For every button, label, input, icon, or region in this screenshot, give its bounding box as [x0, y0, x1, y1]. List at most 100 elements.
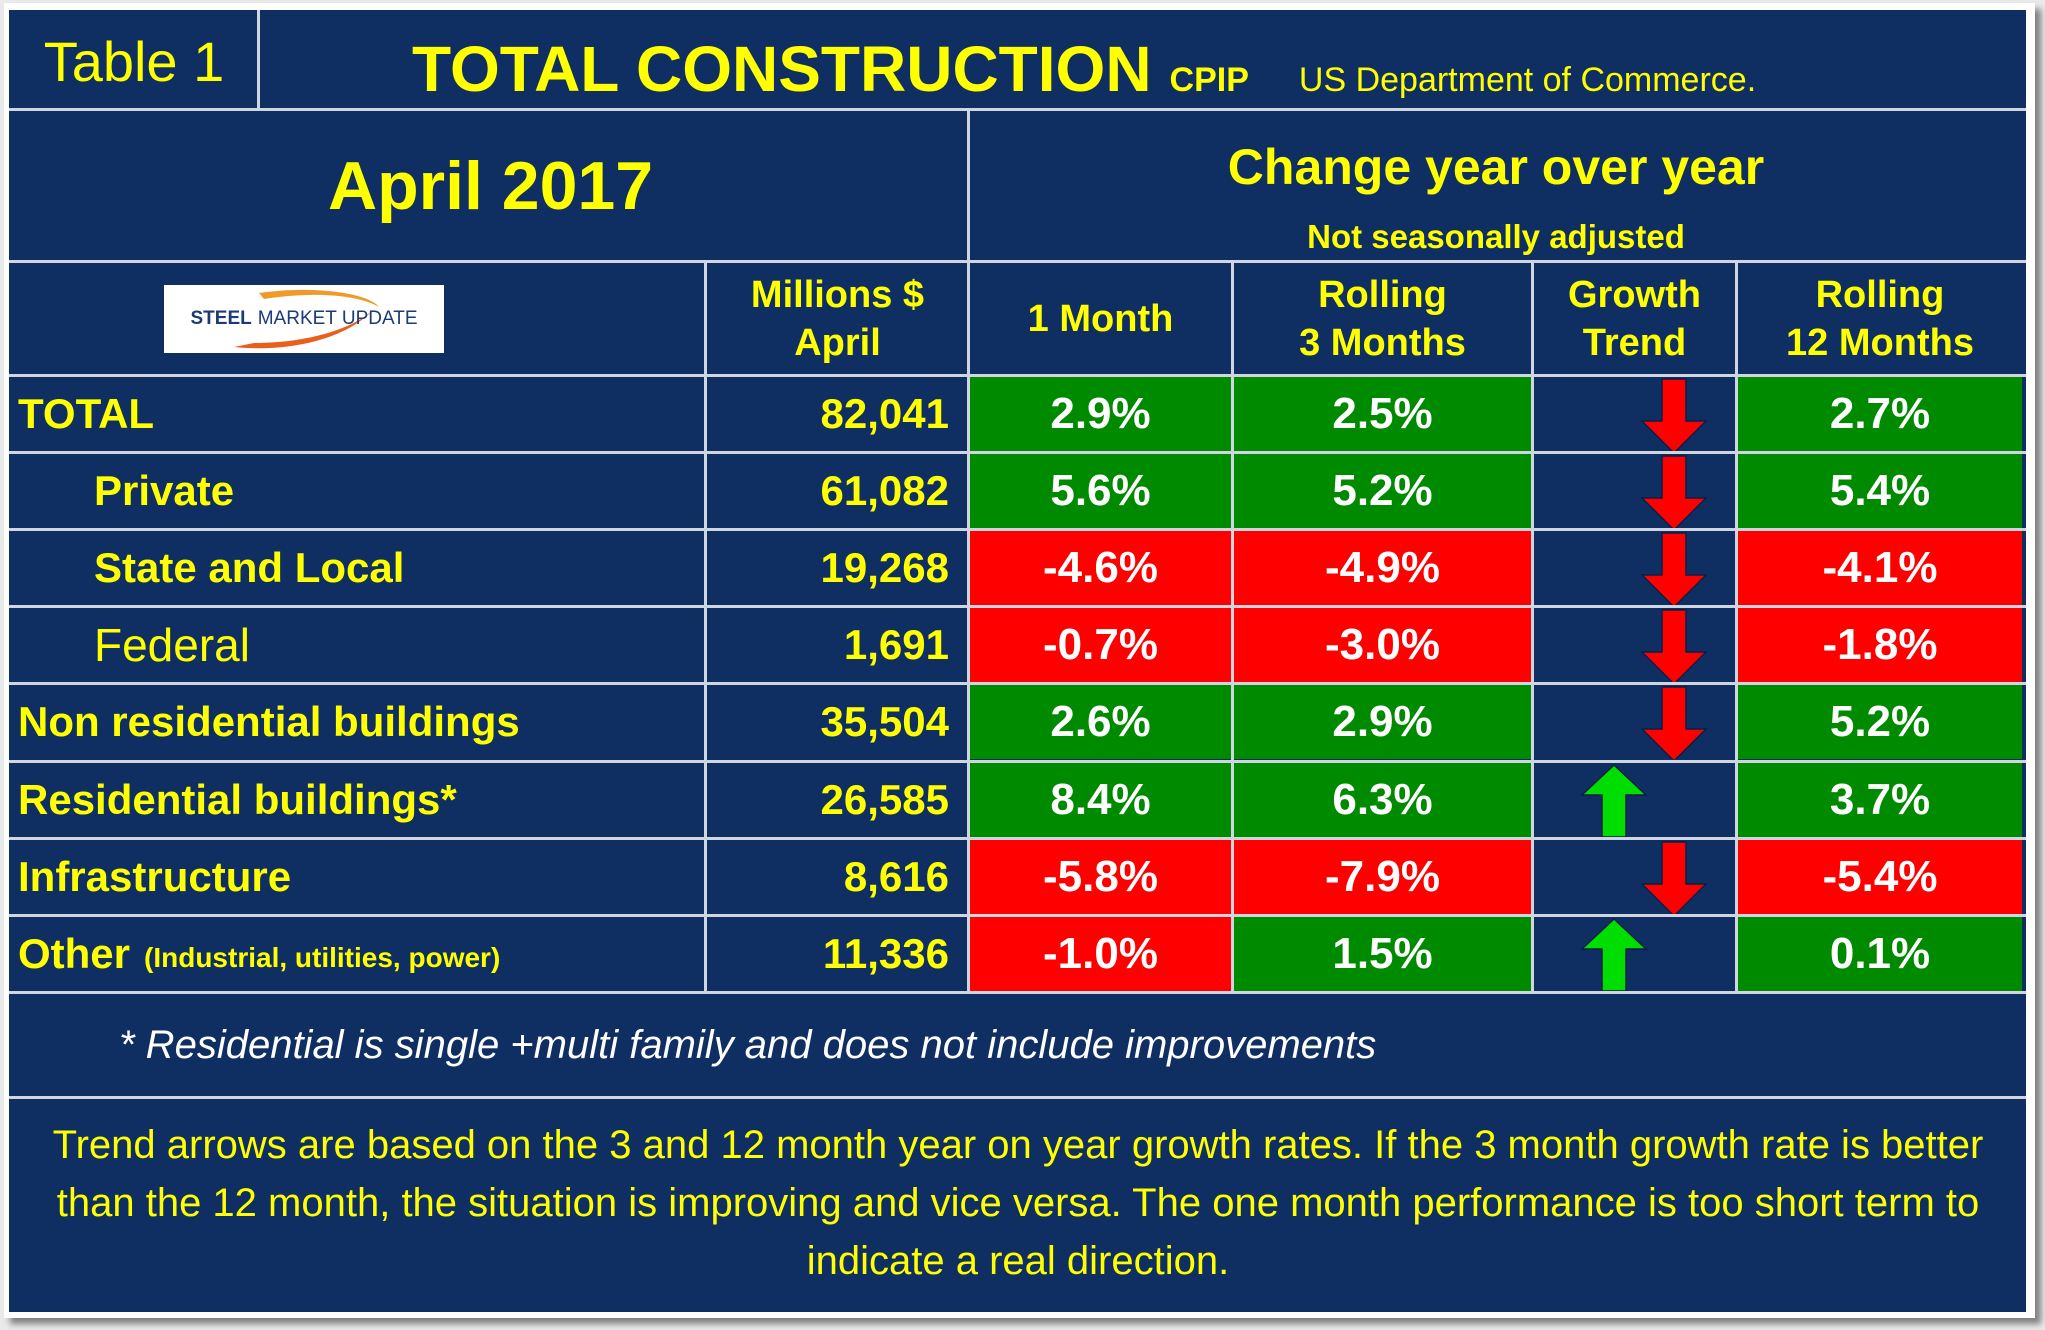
row-label-text: State and Local	[94, 544, 405, 592]
row-value-millions: 8,616	[843, 852, 949, 900]
row-label-total: TOTAL	[14, 377, 704, 451]
table-label: Table 1	[14, 14, 254, 108]
page-title: TOTAL CONSTRUCTION	[412, 33, 1152, 105]
row-label-text: Residential buildings*	[18, 775, 457, 823]
row-label-text: Federal	[94, 619, 250, 672]
row-label-note: (Industrial, utilities, power)	[144, 941, 501, 973]
col-header-trend: Growth Trend	[1534, 264, 1735, 374]
row-rolling3-change: 1.5%	[1234, 916, 1531, 991]
row-value-millions: 19,268	[820, 544, 949, 592]
row-label-private: Private	[14, 454, 704, 528]
row-1month-change: 2.9%	[970, 377, 1231, 452]
col-trend-line1: Growth	[1568, 274, 1701, 316]
row-label-non-residential-buildings: Non residential buildings	[14, 685, 704, 759]
col-rolling3-line2: 3 Months	[1299, 322, 1466, 364]
row-value-millions: 1,691	[843, 621, 949, 669]
row-value-millions: 11,336	[822, 929, 949, 977]
row-1month-change: -4.6%	[970, 531, 1231, 606]
divider-colheader	[9, 374, 2026, 377]
row-divider	[9, 605, 2026, 609]
row-label-text: Non residential buildings	[18, 698, 520, 746]
divider-col-1month	[1231, 260, 1234, 993]
change-title-text: Change year over year	[1227, 139, 1765, 195]
row-rolling12-change: 3.7%	[1738, 762, 2022, 837]
row-rolling12-change: -1.8%	[1738, 608, 2022, 683]
row-label-text: Other	[18, 929, 131, 977]
col-rolling12-line2: 12 Months	[1786, 322, 1974, 364]
divider-title-vertical	[257, 10, 260, 109]
row-trend-cell	[1534, 531, 1735, 606]
trend-down-arrow-icon	[1640, 455, 1708, 529]
row-rolling3-change: -7.9%	[1234, 839, 1531, 914]
row-rolling3-change: 6.3%	[1234, 762, 1531, 837]
trend-down-arrow-icon	[1640, 686, 1708, 760]
row-rolling12-change: 0.1%	[1738, 916, 2022, 991]
col-header-rolling3: Rolling 3 Months	[1234, 264, 1531, 374]
footnote-text: * Residential is single +multi family an…	[119, 1022, 1377, 1067]
row-label-text: Infrastructure	[18, 852, 292, 900]
divider-footnote	[9, 1096, 2026, 1099]
col-1month-text: 1 Month	[1027, 297, 1174, 340]
col-trend-line2: Trend	[1582, 322, 1687, 364]
row-rolling12-change: 2.7%	[1738, 377, 2022, 452]
col-rolling3-line1: Rolling	[1318, 274, 1447, 316]
row-1month-change: 5.6%	[970, 454, 1231, 529]
divider-col-rolling3	[1531, 260, 1534, 993]
row-value-millions: 82,041	[820, 390, 949, 438]
row-divider	[9, 759, 2026, 763]
logo-text-rest: MARKET UPDATE	[257, 308, 418, 329]
row-1month-change: 8.4%	[970, 762, 1231, 837]
row-divider	[9, 528, 2026, 532]
source-text: US Department of Commerce.	[1298, 61, 1757, 99]
row-value-millions: 26,585	[820, 775, 949, 823]
col-millions-line2: April	[794, 322, 881, 364]
row-label-infrastructure: Infrastructure	[14, 840, 704, 914]
row-trend-cell	[1534, 917, 1735, 991]
row-label-other: Other (Industrial, utilities, power)	[14, 917, 704, 991]
row-rolling12-change: -5.4%	[1738, 839, 2022, 914]
row-trend-cell	[1534, 377, 1735, 452]
period-heading: April 2017	[14, 112, 967, 260]
trend-up-arrow-icon	[1580, 917, 1648, 991]
row-divider	[9, 682, 2026, 686]
row-rolling3-change: -4.9%	[1234, 531, 1531, 606]
footnote: * Residential is single +multi family an…	[14, 995, 2022, 1095]
divider-period	[9, 260, 2026, 263]
explanation: Trend arrows are based on the 3 and 12 m…	[30, 1108, 2006, 1298]
row-label-state-and-local: State and Local	[14, 531, 704, 605]
logo-text-steel: STEEL	[190, 308, 252, 329]
change-title: Change year over year	[970, 122, 2022, 212]
row-trend-cell	[1534, 840, 1735, 914]
divider-col-trend	[1735, 260, 1738, 993]
title-block: TOTAL CONSTRUCTION CPIP US Department of…	[262, 14, 2022, 108]
row-rolling12-change: -4.1%	[1738, 531, 2022, 606]
change-subtitle-text: Not seasonally adjusted	[1307, 218, 1685, 255]
col-rolling12-line1: Rolling	[1815, 274, 1945, 316]
divider-logo-vertical	[704, 260, 707, 993]
row-value-millions: 61,082	[820, 467, 949, 515]
trend-up-arrow-icon	[1580, 763, 1648, 837]
divider-period-vertical	[967, 108, 970, 993]
row-divider	[9, 990, 2026, 994]
period-text: April 2017	[327, 148, 654, 224]
col-header-rolling12: Rolling 12 Months	[1738, 264, 2022, 374]
row-label-residential-buildings: Residential buildings*	[14, 763, 704, 837]
trend-down-arrow-icon	[1640, 609, 1708, 683]
steel-market-update-logo: STEEL MARKET UPDATE	[164, 285, 444, 353]
row-rolling3-change: -3.0%	[1234, 608, 1531, 683]
row-1month-change: -5.8%	[970, 839, 1231, 914]
logo-swoosh-icon	[234, 289, 379, 349]
row-value-millions: 35,504	[820, 698, 949, 746]
divider-title	[9, 108, 2026, 111]
row-divider	[9, 913, 2026, 917]
row-divider	[9, 451, 2026, 455]
title-suffix: CPIP	[1169, 61, 1249, 99]
col-header-1month: 1 Month	[970, 264, 1231, 374]
trend-down-arrow-icon	[1640, 378, 1708, 452]
row-label-text: Private	[94, 467, 235, 515]
row-rolling12-change: 5.4%	[1738, 454, 2022, 529]
row-rolling3-change: 2.5%	[1234, 377, 1531, 452]
row-trend-cell	[1534, 608, 1735, 683]
row-1month-change: -1.0%	[970, 916, 1231, 991]
table-label-text: Table 1	[43, 29, 225, 93]
